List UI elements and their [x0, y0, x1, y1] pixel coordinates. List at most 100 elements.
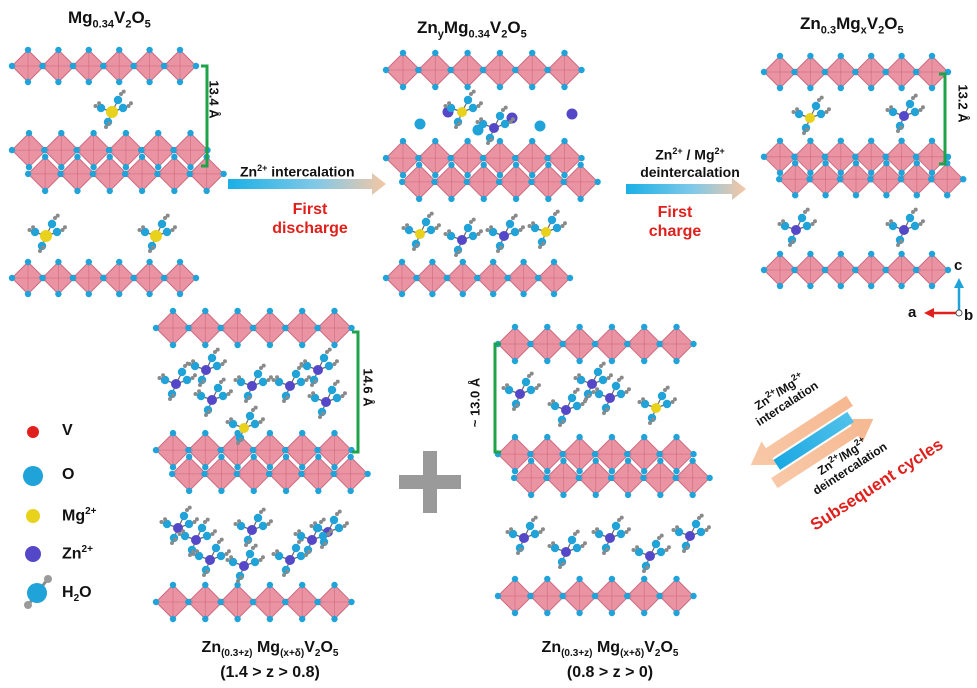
- p4-layer-2-bottom: [168, 453, 371, 495]
- p4-layer-2-top: [152, 429, 355, 471]
- axis-b-label: b: [964, 307, 974, 324]
- p2-layer-2-bottom: [398, 161, 601, 203]
- cycle-arrow-left: [750, 395, 853, 466]
- distance-label-13-0: ~ 13.0 Å: [467, 377, 483, 428]
- v-atom-icon: [27, 426, 39, 438]
- p5-layer-2-top: [494, 433, 697, 475]
- h2o-molecule-icon: [24, 575, 52, 609]
- phase5-range: (0.8 > z > 0): [566, 664, 654, 682]
- p4-lower-cluster-5: [225, 543, 265, 583]
- charge-arrow-label: Zn2+ / Mg2+ deintercalation: [640, 146, 740, 180]
- mg-atom-icon: [26, 509, 40, 523]
- p5-upper-cluster-3: [637, 385, 677, 425]
- p4-lower-cluster-0: [159, 505, 199, 545]
- cycle-blue-bar: [773, 411, 854, 470]
- legend-zn-label: Zn2+: [62, 544, 93, 563]
- p3-bracket: [939, 72, 947, 166]
- p4-upper-cluster-2: [233, 363, 273, 403]
- p4-upper-cluster-7: [299, 347, 339, 387]
- p4-upper-cluster-3: [225, 405, 265, 445]
- p2-cluster-a: [443, 89, 483, 129]
- p5-upper-cluster-0: [501, 371, 541, 411]
- p1-layer-1: [8, 46, 200, 86]
- first-discharge-label: First discharge: [272, 201, 348, 237]
- plus-sign: [399, 451, 461, 513]
- p2-layer-1: [382, 49, 585, 91]
- p5-lower-cluster-4: [671, 513, 711, 553]
- legend-h2o-label: H2O: [62, 584, 92, 605]
- phase1-title: Mg0.34V2O5: [68, 8, 151, 31]
- p1-bracket: [201, 64, 209, 168]
- p3-cluster-2: [885, 93, 925, 133]
- p4-upper-cluster-6: [187, 347, 227, 387]
- p2-cluster-f: [527, 209, 567, 249]
- p3-layer-2-bottom: [776, 160, 967, 199]
- p5-layer-2-bottom: [510, 457, 713, 499]
- p4-upper-cluster-0: [157, 361, 197, 401]
- phase2-title: ZnyMg0.34V2O5: [417, 18, 527, 41]
- p5-upper-cluster-4: [573, 361, 613, 401]
- p4-lower-cluster-3: [271, 537, 311, 577]
- p1-layer-2-bottom: [24, 153, 227, 195]
- p5-lower-cluster-2: [591, 515, 631, 555]
- octahedra-layers: [8, 46, 967, 623]
- charge-arrow: [626, 178, 746, 200]
- distance-label-14-6: 14.6 Å: [360, 368, 376, 407]
- p2-cluster-c: [401, 211, 441, 251]
- p4-upper-cluster-5: [307, 379, 347, 419]
- p4-upper-cluster-4: [271, 363, 311, 403]
- p1-layer-2-top: [8, 129, 211, 171]
- discharge-arrow: [228, 173, 386, 195]
- p2-cluster-d: [443, 217, 483, 257]
- p2-layer-2-top: [382, 137, 585, 179]
- interlayer-species: [27, 89, 925, 583]
- p3-layer-3: [760, 250, 952, 290]
- o-atom-icon: [23, 466, 43, 486]
- p2-layer-3: [382, 258, 574, 298]
- p5-upper-cluster-1: [547, 387, 587, 427]
- p5-layer-3: [494, 575, 697, 617]
- first-charge-label: First charge: [648, 204, 702, 240]
- phase4-range: (1.4 > z > 0.8): [220, 664, 320, 682]
- p5-bracket: [493, 342, 501, 454]
- phase5-formula: Zn(0.3+z) Mg(x+δ)V2O5 (0.8 > z > 0): [510, 638, 710, 682]
- axis-a-label: a: [908, 304, 917, 321]
- p5-lower-cluster-3: [631, 533, 671, 573]
- p5-layer-1: [494, 323, 697, 365]
- p3-layer-2-top: [760, 137, 952, 176]
- p2-cluster-e: [485, 213, 525, 253]
- p1-mg-cluster-1: [93, 89, 133, 129]
- p2-cluster-b: [475, 105, 515, 145]
- p4-lower-cluster-7: [293, 517, 333, 557]
- distance-label-13-2: 13.2 Å: [955, 84, 971, 123]
- p5-lower-cluster-0: [505, 515, 545, 555]
- p5-lower-cluster-1: [547, 529, 587, 569]
- discharge-arrow-label: Zn2+ intercalation: [240, 163, 355, 180]
- legend-o-label: O: [62, 466, 75, 483]
- phase4-formula: Zn(0.3+z) Mg(x+δ)V2O5 (1.4 > z > 0.8): [170, 638, 370, 682]
- p4-lower-cluster-2: [233, 507, 273, 547]
- p1-layer-3: [8, 258, 200, 298]
- cycle-arrows: [750, 395, 874, 489]
- legend-v-label: V: [62, 422, 73, 439]
- legend-mg-label: Mg2+: [62, 506, 97, 525]
- p2-upper-species-0: [414, 118, 426, 130]
- p3-cluster-4: [885, 207, 925, 247]
- p5-upper-cluster-2: [591, 375, 631, 415]
- p2-upper-species-4: [534, 120, 546, 132]
- p4-bracket: [352, 330, 360, 454]
- axis-c-label: c: [954, 257, 963, 274]
- p4-lower-cluster-1: [191, 537, 231, 577]
- p2-upper-species-5: [566, 108, 578, 120]
- distance-label-13-4: 13.4 Å: [206, 80, 222, 119]
- p3-cluster-3: [777, 207, 817, 247]
- p4-layer-3: [152, 581, 355, 623]
- zn-atom-icon: [25, 546, 41, 562]
- legend-symbols: [23, 426, 52, 609]
- p3-layer-1: [760, 52, 952, 92]
- cycle-arrow-right: [771, 418, 874, 489]
- p4-layer-1: [152, 307, 355, 349]
- distance-brackets: [201, 64, 947, 454]
- p3-cluster-1: [791, 95, 831, 135]
